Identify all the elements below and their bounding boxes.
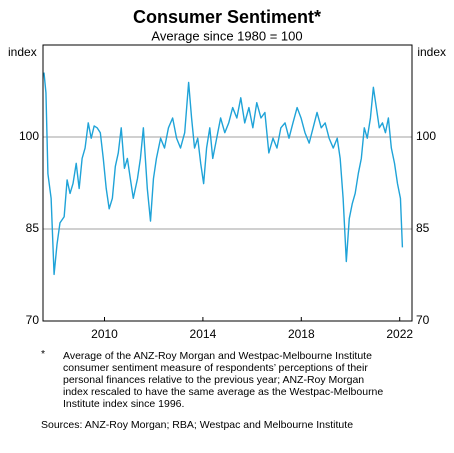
y2-axis-label: index: [417, 45, 446, 59]
y-tick-label: 70: [26, 313, 40, 327]
y-tick-label: 100: [19, 129, 39, 143]
note-marker: *: [41, 348, 45, 360]
sources: Sources: ANZ-Roy Morgan; RBA; Westpac an…: [41, 419, 353, 431]
note-line: personal finances relative to the previo…: [63, 374, 364, 386]
plot-frame: [42, 44, 413, 322]
note-line: index rescaled to have the same average …: [63, 386, 383, 398]
x-tick-label: 2014: [190, 327, 217, 341]
note-line: Institute index since 1996.: [63, 398, 184, 410]
note-line: consumer sentiment measure of respondent…: [63, 362, 368, 374]
y-axis-label: index: [8, 45, 37, 59]
data-line: [43, 72, 404, 276]
chart-subtitle: Average since 1980 = 100: [151, 28, 302, 43]
x-tick-label: 2022: [386, 327, 413, 341]
note-line: Average of the ANZ-Roy Morgan and Westpa…: [63, 350, 372, 362]
y2-tick-label: 85: [416, 221, 430, 235]
y-tick-label: 85: [26, 221, 40, 235]
y2-tick-label: 100: [416, 129, 436, 143]
chart-title: Consumer Sentiment*: [133, 7, 321, 27]
x-tick-label: 2010: [91, 327, 118, 341]
y2-tick-label: 70: [416, 313, 430, 327]
x-tick-label: 2018: [288, 327, 315, 341]
